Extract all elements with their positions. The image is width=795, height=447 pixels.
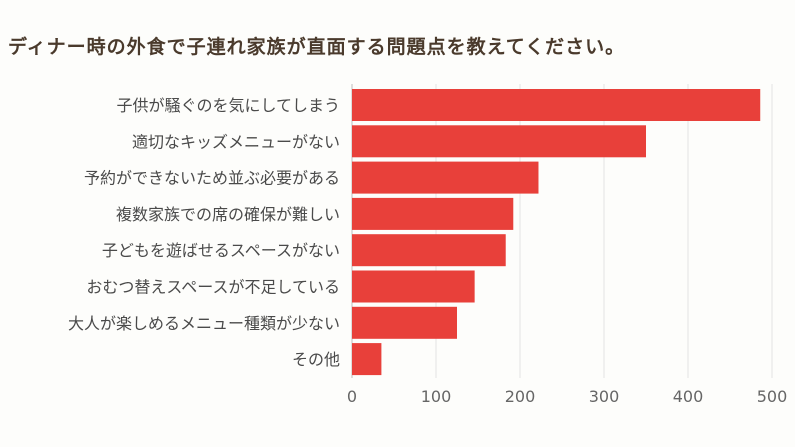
bar [352,234,506,267]
bar [352,125,646,158]
category-label: おむつ替えスペースが不足している [86,278,340,297]
x-axis-ticks: 0 100 200 300 400 500 [347,387,787,406]
category-label: 大人が楽しめるメニュー種類が少ない [68,314,340,333]
x-tick-label: 100 [421,387,452,406]
x-tick-label: 300 [589,387,620,406]
category-label: 適切なキッズメニューがない [132,132,340,151]
bar [352,306,457,339]
category-label: 予約ができないため並ぶ必要がある [84,169,340,188]
x-tick-label: 200 [505,387,536,406]
category-label: その他 [292,350,340,369]
bar [352,89,761,121]
bars [352,89,761,376]
category-label: 子供が騒ぐのを気にしてしまう [116,96,340,115]
bar [352,343,382,376]
category-label: 子どもを遊ばせるスペースがない [102,241,340,260]
bar [352,161,539,194]
x-tick-label: 400 [673,387,704,406]
x-tick-label: 500 [757,387,788,406]
category-labels: 子供が騒ぐのを気にしてしまう適切なキッズメニューがない予約ができないため並ぶ必要… [68,96,340,369]
bar [352,197,514,230]
bar [352,270,475,303]
category-label: 複数家族での席の確保が難しい [116,205,340,224]
chart-title: ディナー時の外食で子連れ家族が直面する問題点を教えてください。 [8,36,626,58]
x-tick-label: 0 [347,387,357,406]
